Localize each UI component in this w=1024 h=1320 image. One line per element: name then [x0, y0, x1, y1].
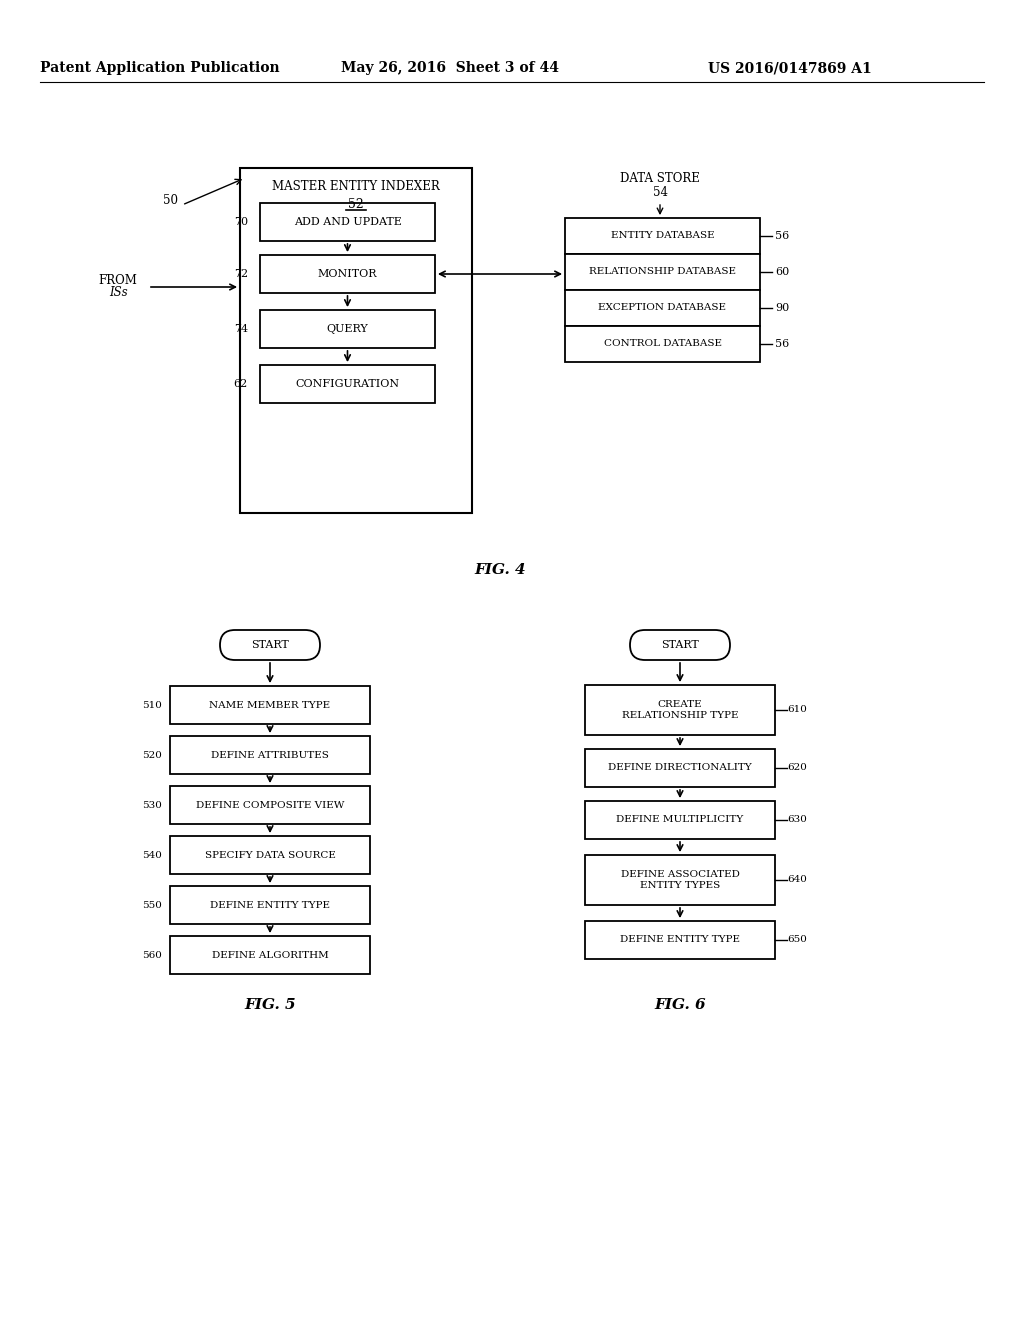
Text: ADD AND UPDATE: ADD AND UPDATE [294, 216, 401, 227]
Text: DEFINE ENTITY TYPE: DEFINE ENTITY TYPE [620, 936, 740, 945]
Text: 56: 56 [775, 231, 790, 242]
Text: DEFINE ALGORITHM: DEFINE ALGORITHM [212, 950, 329, 960]
Bar [260, 255, 435, 293]
Text: DEFINE COMPOSITE VIEW: DEFINE COMPOSITE VIEW [196, 800, 344, 809]
Bar [565, 290, 760, 326]
Text: FIG. 6: FIG. 6 [654, 998, 706, 1012]
Bar [170, 836, 370, 874]
Text: START: START [251, 640, 289, 649]
Text: FIG. 5: FIG. 5 [244, 998, 296, 1012]
Bar [170, 936, 370, 974]
Text: 56: 56 [775, 339, 790, 348]
Text: DEFINE MULTIPLICITY: DEFINE MULTIPLICITY [616, 816, 743, 825]
Bar [260, 310, 435, 348]
Bar [585, 801, 775, 840]
Bar [170, 686, 370, 723]
Text: DEFINE ATTRIBUTES: DEFINE ATTRIBUTES [211, 751, 329, 759]
Text: ENTITY DATABASE: ENTITY DATABASE [610, 231, 715, 240]
Text: 510: 510 [142, 701, 162, 710]
Text: Patent Application Publication: Patent Application Publication [40, 61, 280, 75]
Text: 72: 72 [233, 269, 248, 279]
Text: 54: 54 [652, 186, 668, 199]
Text: 560: 560 [142, 950, 162, 960]
Text: 50: 50 [163, 194, 177, 206]
Text: 650: 650 [787, 936, 807, 945]
Text: US 2016/0147869 A1: US 2016/0147869 A1 [709, 61, 871, 75]
FancyBboxPatch shape [630, 630, 730, 660]
Text: NAME MEMBER TYPE: NAME MEMBER TYPE [210, 701, 331, 710]
Text: ISs: ISs [109, 286, 127, 300]
Text: DEFINE DIRECTIONALITY: DEFINE DIRECTIONALITY [608, 763, 752, 772]
Text: 630: 630 [787, 816, 807, 825]
Text: 60: 60 [775, 267, 790, 277]
Text: DEFINE ASSOCIATED
ENTITY TYPES: DEFINE ASSOCIATED ENTITY TYPES [621, 870, 739, 890]
Text: 90: 90 [775, 304, 790, 313]
Text: DEFINE ENTITY TYPE: DEFINE ENTITY TYPE [210, 900, 330, 909]
Bar [170, 886, 370, 924]
Text: DATA STORE: DATA STORE [621, 172, 700, 185]
Text: 62: 62 [233, 379, 248, 389]
Bar [260, 366, 435, 403]
Text: FROM: FROM [98, 273, 137, 286]
Bar [565, 326, 760, 362]
Bar [565, 253, 760, 290]
Bar [170, 737, 370, 774]
Text: 52: 52 [348, 198, 364, 210]
FancyBboxPatch shape [220, 630, 319, 660]
Text: START: START [662, 640, 698, 649]
Text: 530: 530 [142, 800, 162, 809]
Bar [585, 921, 775, 960]
Text: 610: 610 [787, 705, 807, 714]
Text: 640: 640 [787, 875, 807, 884]
Bar [585, 855, 775, 906]
Bar [260, 203, 435, 242]
Text: CONTROL DATABASE: CONTROL DATABASE [603, 339, 722, 348]
Text: 550: 550 [142, 900, 162, 909]
Bar [170, 785, 370, 824]
Text: CONFIGURATION: CONFIGURATION [296, 379, 399, 389]
Text: 620: 620 [787, 763, 807, 772]
Text: 70: 70 [233, 216, 248, 227]
Text: SPECIFY DATA SOURCE: SPECIFY DATA SOURCE [205, 850, 336, 859]
Text: 520: 520 [142, 751, 162, 759]
Text: 540: 540 [142, 850, 162, 859]
Bar [565, 218, 760, 253]
Text: EXCEPTION DATABASE: EXCEPTION DATABASE [598, 304, 726, 313]
Text: QUERY: QUERY [327, 323, 369, 334]
Text: RELATIONSHIP DATABASE: RELATIONSHIP DATABASE [589, 268, 736, 276]
Bar [240, 168, 472, 513]
Bar [585, 685, 775, 735]
Text: 74: 74 [233, 323, 248, 334]
Text: May 26, 2016  Sheet 3 of 44: May 26, 2016 Sheet 3 of 44 [341, 61, 559, 75]
Text: CREATE
RELATIONSHIP TYPE: CREATE RELATIONSHIP TYPE [622, 701, 738, 719]
Bar [585, 748, 775, 787]
Text: MASTER ENTITY INDEXER: MASTER ENTITY INDEXER [272, 180, 440, 193]
Text: FIG. 4: FIG. 4 [474, 564, 525, 577]
Text: MONITOR: MONITOR [317, 269, 377, 279]
